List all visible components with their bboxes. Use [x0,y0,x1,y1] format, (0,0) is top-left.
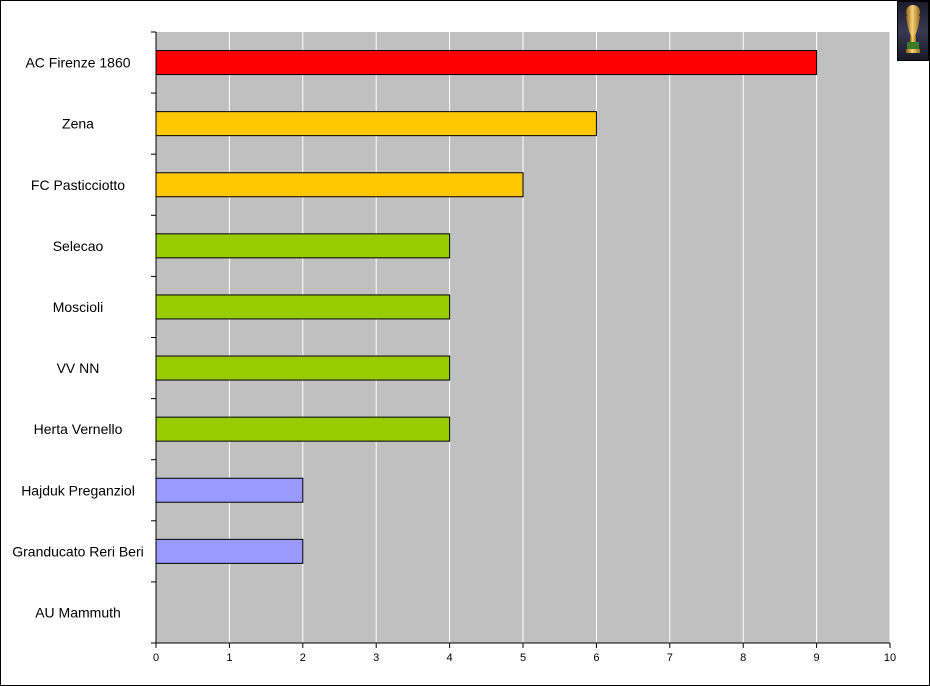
bar [155,538,304,564]
x-tick-label: 4 [447,652,453,664]
bar [155,416,451,442]
category-label: Herta Vernello [34,421,123,437]
bar [155,172,524,198]
x-tick-label: 5 [520,652,526,664]
x-tick-label: 0 [153,652,159,664]
x-tick-label: 9 [814,652,820,664]
category-label: AU Mammuth [35,604,121,620]
category-label: AC Firenze 1860 [25,55,130,71]
x-tick-label: 3 [373,652,379,664]
category-label: Selecao [53,238,104,254]
x-tick-label: 10 [884,652,896,664]
bar [155,50,818,76]
category-label: Zena [62,116,94,132]
bar [155,477,304,503]
x-tick-label: 7 [667,652,673,664]
category-label: FC Pasticciotto [31,177,125,193]
bar [155,355,451,381]
bar [155,111,597,137]
x-tick-label: 1 [226,652,232,664]
x-tick-label: 8 [740,652,746,664]
x-tick-label: 6 [593,652,599,664]
bar [155,233,451,259]
category-label: VV NN [57,360,100,376]
category-label: Granducato Reri Beri [12,543,144,559]
x-tick-label: 2 [300,652,306,664]
category-label: Moscioli [53,299,104,315]
trophy-icon [897,1,929,61]
bar [155,294,451,320]
category-label: Hajduk Preganziol [21,482,135,498]
